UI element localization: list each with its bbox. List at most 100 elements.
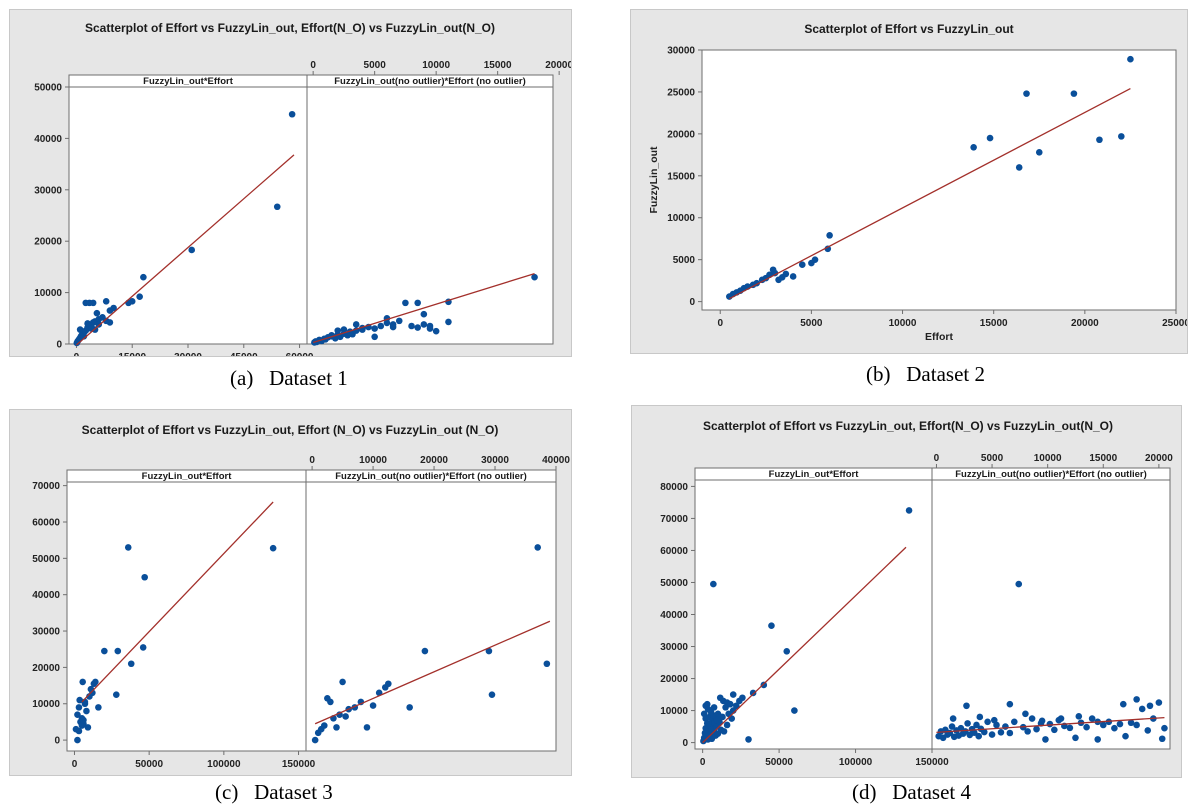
x-tick-label: 15000 <box>484 60 512 71</box>
data-point <box>127 660 135 668</box>
y-axis-label: FuzzyLin_out <box>648 146 660 214</box>
data-point <box>975 732 983 740</box>
data-point <box>1118 133 1125 140</box>
caption-label: (a) <box>230 366 254 390</box>
x-tick-label: 0 <box>717 318 723 329</box>
x-tick-label: 150000 <box>915 757 949 768</box>
y-tick-label: 20000 <box>32 663 60 674</box>
x-tick-label: 15000 <box>118 352 146 356</box>
chart-panel-dataset-4: Scatterplot of Effort vs FuzzyLin_out, E… <box>631 405 1182 778</box>
x-tick-label: 20000 <box>1071 318 1099 329</box>
panel-strip-label: FuzzyLin_out(no outlier)*Effort (no outl… <box>334 76 526 87</box>
y-tick-label: 20000 <box>34 237 62 248</box>
data-point <box>371 325 378 332</box>
panel-strip-label: FuzzyLin_out(no outlier)*Effort (no outl… <box>335 471 527 482</box>
data-point <box>980 728 988 736</box>
data-point <box>488 691 496 698</box>
data-point <box>188 246 196 254</box>
data-point <box>75 727 83 735</box>
data-point <box>383 319 391 327</box>
x-tick-label: 0 <box>74 352 80 356</box>
data-point <box>385 680 392 688</box>
data-point <box>80 716 87 724</box>
data-point <box>702 715 710 722</box>
x-tick-label: 40000 <box>542 455 570 466</box>
x-tick-label: 5000 <box>364 60 387 71</box>
regression-line <box>81 501 274 703</box>
caption-dataset-3: (c) Dataset 3 <box>215 780 333 805</box>
data-point <box>720 728 728 735</box>
y-tick-label: 15000 <box>667 171 695 182</box>
data-point <box>1051 726 1058 734</box>
x-axis-label: Effort <box>925 331 953 343</box>
data-point <box>101 647 108 655</box>
data-point <box>949 715 957 722</box>
caption-text: Dataset 4 <box>892 780 971 804</box>
data-point <box>88 325 95 332</box>
caption-text: Dataset 3 <box>254 780 333 804</box>
y-tick-label: 70000 <box>660 514 688 525</box>
data-point <box>997 729 1005 736</box>
data-point <box>710 704 718 711</box>
y-tick-label: 10000 <box>667 213 695 224</box>
regression-line <box>314 620 551 725</box>
x-tick-label: 10000 <box>422 60 450 71</box>
data-point <box>1015 164 1023 171</box>
data-point <box>1144 727 1152 734</box>
chart-title: Scatterplot of Effort vs FuzzyLin_out, E… <box>82 423 499 437</box>
data-point <box>1116 720 1124 728</box>
y-tick-label: 30000 <box>32 627 60 638</box>
y-tick-label: 50000 <box>32 554 60 565</box>
data-point <box>421 647 429 655</box>
data-point <box>1006 729 1014 737</box>
data-point <box>963 702 970 710</box>
data-point <box>1094 736 1102 743</box>
x-tick-label: 50000 <box>765 757 793 768</box>
data-point <box>798 261 806 269</box>
data-point <box>273 203 281 211</box>
y-tick-label: 40000 <box>660 610 688 621</box>
data-point <box>1096 136 1103 144</box>
data-point <box>710 580 717 588</box>
x-tick-label: 100000 <box>207 759 241 770</box>
data-point <box>371 333 378 341</box>
panel-strip-label: FuzzyLin_out(no outlier)*Effort (no outl… <box>955 469 1147 480</box>
data-point <box>1127 55 1134 63</box>
data-point <box>1015 580 1023 588</box>
data-point <box>339 678 346 686</box>
data-point <box>311 736 319 744</box>
y-tick-label: 25000 <box>667 87 695 98</box>
data-point <box>705 720 713 727</box>
data-point <box>760 681 768 689</box>
data-point <box>1122 732 1129 740</box>
data-point <box>288 110 296 118</box>
caption-dataset-4: (d) Dataset 4 <box>852 780 971 805</box>
plot-area <box>306 86 554 345</box>
y-tick-label: 40000 <box>32 590 60 601</box>
data-point <box>128 298 136 305</box>
data-point <box>136 293 143 301</box>
scatterplot-dataset-2: Scatterplot of Effort vs FuzzyLin_out 0 50… <box>648 22 1187 343</box>
x-tick-label: 30000 <box>481 455 509 466</box>
panel-strip-label: FuzzyLin_out*Effort <box>769 469 860 480</box>
regression-line <box>702 546 907 744</box>
y-tick-label: 70000 <box>32 481 60 492</box>
y-tick-label: 50000 <box>660 578 688 589</box>
panel-strip-label: FuzzyLin_out*Effort <box>143 76 234 87</box>
x-tick-label: 0 <box>934 453 940 464</box>
x-tick-label: 45000 <box>230 352 258 356</box>
data-point <box>768 622 775 630</box>
panel-strip-label: FuzzyLin_out*Effort <box>142 471 233 482</box>
data-point <box>139 644 147 651</box>
x-tick-label: 25000 <box>1162 318 1187 329</box>
x-tick-label: 10000 <box>359 455 387 466</box>
data-point <box>84 724 92 731</box>
y-tick-label: 20000 <box>667 129 695 140</box>
data-point <box>395 317 403 325</box>
y-tick-label: 60000 <box>660 546 688 557</box>
data-point <box>340 326 348 333</box>
data-point <box>984 718 991 726</box>
data-point <box>78 722 86 729</box>
data-point <box>723 721 731 729</box>
x-tick-label: 10000 <box>889 318 917 329</box>
